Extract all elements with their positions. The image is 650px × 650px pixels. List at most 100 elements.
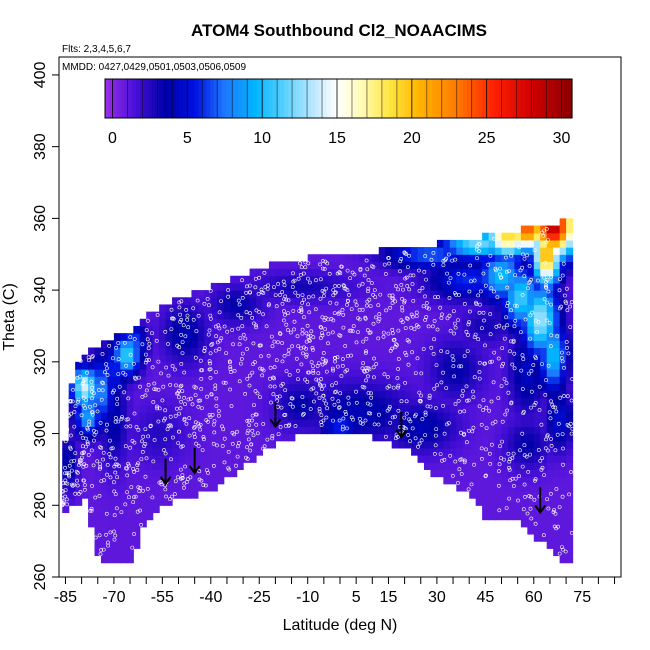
heat-cell [262,347,270,356]
sample-point [63,439,68,444]
heat-cell [75,447,83,456]
heat-cell [100,390,109,399]
heat-cell [204,469,212,478]
heat-cell [133,440,141,449]
heat-cell [553,519,561,528]
heat-cell [126,426,134,435]
sample-point [252,360,257,365]
heat-cell [417,361,425,370]
sample-point [459,472,464,476]
sample-point [265,286,270,291]
heat-cell [411,383,419,392]
heat-cell [249,275,257,284]
heat-cell [217,325,225,334]
heat-cell [527,376,535,384]
heat-cell [533,275,541,284]
heat-cell [340,361,348,370]
sample-point [348,276,353,281]
heat-cell [107,512,115,521]
sample-point [498,266,502,271]
sample-point [90,412,95,417]
heat-cell [385,426,393,435]
heat-cell [566,526,574,535]
heat-cell [314,282,322,291]
heat-cell [430,333,438,341]
sample-point [476,293,481,298]
heat-cell [217,426,225,435]
heat-cell [262,340,270,349]
heat-cell [520,397,528,406]
heat-cell [75,440,83,449]
heat-cell [553,232,561,241]
heat-cell [462,412,470,420]
sample-point [376,319,381,324]
sample-point [284,369,289,374]
heat-cell [566,247,574,255]
heat-cell [372,325,380,334]
heat-cell [553,333,561,341]
heat-cell [320,426,328,435]
sample-point [331,288,336,293]
sample-point [236,298,241,303]
heat-cell [88,404,96,413]
sample-point [224,351,229,356]
heat-cell [553,440,561,449]
heat-cell [488,275,496,284]
heat-cell [449,325,457,334]
sample-point [145,486,150,491]
colorbar-swatch [556,79,561,118]
heat-cell [462,419,470,427]
heat-cell [249,347,257,356]
sample-point [477,376,482,381]
heat-cell [411,354,419,363]
heat-cell [520,275,528,284]
heat-cell [184,304,193,313]
colorbar-swatch [346,79,351,118]
sample-point [445,422,449,427]
heat-cell [378,404,386,413]
heat-cell [514,426,522,435]
heat-cell [100,404,109,413]
heat-cell [294,419,302,427]
heat-cell [210,290,218,298]
heat-cell [540,268,548,277]
heat-cell [365,282,373,291]
heat-cell [133,397,141,406]
heat-cell [559,505,567,514]
heat-cell [210,340,218,349]
heat-cell [204,354,212,363]
heat-cell [443,297,451,306]
heat-cell [100,426,109,435]
heat-cell [262,390,270,399]
heat-cell [411,275,419,284]
heat-cell [94,347,102,356]
heat-cell [475,469,483,478]
heat-cell [133,462,141,471]
heat-cell [172,469,180,478]
heat-cell [495,490,503,499]
sample-point [411,273,416,278]
sample-point [305,276,310,281]
heat-cell [436,404,444,413]
heat-cell [378,275,386,284]
heat-cell [456,390,464,399]
heat-cell [482,354,490,363]
sample-point [306,295,311,300]
heat-cell [372,254,380,263]
sample-point [247,290,252,295]
heat-cell [236,440,244,449]
heat-cell [449,426,457,435]
heat-cell [430,290,438,298]
sample-point [203,483,208,488]
sample-point [151,459,156,464]
heat-cell [146,490,154,499]
heat-cell [546,325,554,334]
y-tick-label: 320 [32,348,49,375]
heat-cell [126,483,134,492]
sample-point [556,524,560,529]
heat-cell [462,290,470,298]
heat-cell [385,318,393,327]
heat-cell [411,340,419,349]
heat-cell [294,282,302,291]
sample-point [466,333,471,337]
